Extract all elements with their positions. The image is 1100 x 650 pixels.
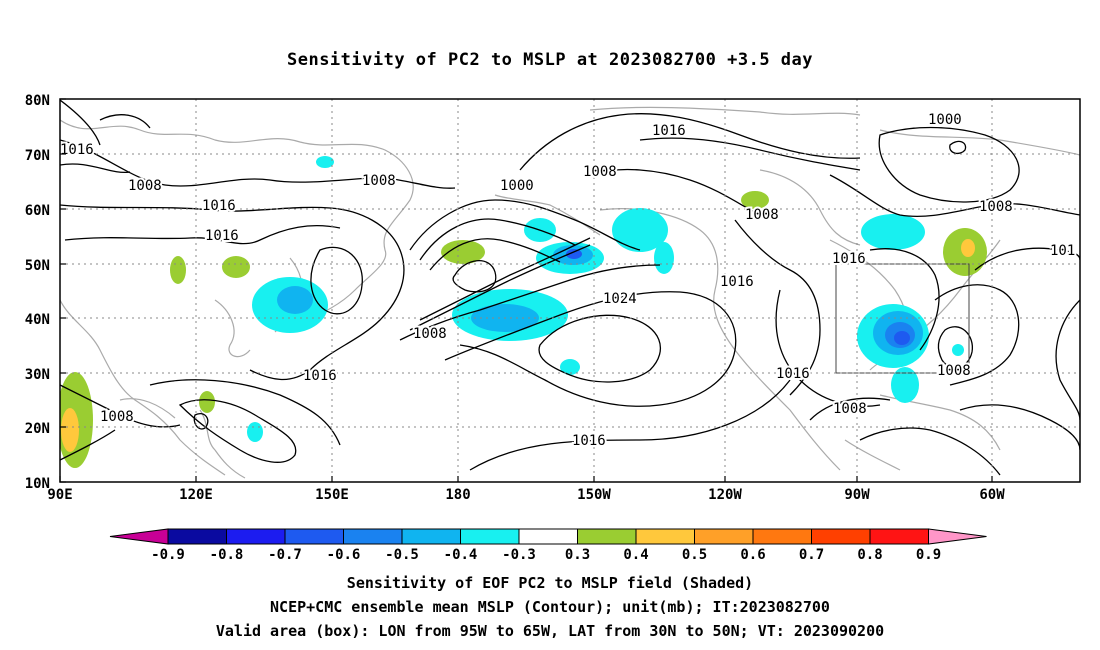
lon-label: 150W — [577, 487, 611, 503]
lon-label: 90E — [47, 487, 72, 503]
contour-label: 1008 — [413, 326, 447, 342]
caption-line-2: NCEP+CMC ensemble mean MSLP (Contour); u… — [270, 598, 830, 616]
contour-label: 1000 — [500, 178, 534, 194]
lat-label: 70N — [25, 148, 50, 164]
colorbar-swatch — [752, 528, 812, 545]
contour-label: 1024 — [603, 291, 637, 307]
contour-label: 1016 — [832, 251, 866, 267]
tick-marks — [59, 98, 993, 483]
contour-label: 101 — [1050, 243, 1075, 259]
contour-label: 1008 — [362, 173, 396, 189]
lon-label: 180 — [445, 487, 470, 503]
colorbar-label: -0.8 — [210, 547, 244, 563]
colorbar-label: 0.3 — [565, 547, 590, 563]
contour-label: 1008 — [128, 178, 162, 194]
lat-label: 40N — [25, 312, 50, 328]
colorbar-swatch — [811, 528, 871, 545]
colorbar-label: -0.9 — [151, 547, 185, 563]
lat-label: 10N — [25, 476, 50, 492]
contour-label: 1016 — [652, 123, 686, 139]
lat-label: 80N — [25, 93, 50, 109]
contour-label: 1016 — [720, 274, 754, 290]
contour-label: 1016 — [303, 368, 337, 384]
shading — [60, 156, 987, 468]
contour-label: 1016 — [205, 228, 239, 244]
caption-line-1: Sensitivity of EOF PC2 to MSLP field (Sh… — [346, 574, 754, 592]
colorbar-swatch — [167, 528, 227, 545]
colorbar-swatch — [284, 528, 344, 545]
colorbar-label: 0.4 — [623, 547, 648, 563]
colorbar-label: 0.9 — [916, 547, 941, 563]
colorbar-label: 0.5 — [682, 547, 707, 563]
lat-label: 30N — [25, 367, 50, 383]
lat-label: 20N — [25, 421, 50, 437]
contour-label: 1016 — [776, 366, 810, 382]
colorbar-label: 0.6 — [740, 547, 765, 563]
figure-title: Sensitivity of PC2 to MSLP at 2023082700… — [286, 50, 813, 70]
colorbar-swatch — [401, 528, 461, 545]
lon-label: 90W — [844, 487, 870, 503]
colorbar-swatch — [518, 528, 578, 545]
gridlines — [60, 99, 1080, 482]
colorbar-label: -0.3 — [502, 547, 536, 563]
colorbar-label: -0.4 — [444, 547, 478, 563]
plot-frame — [59, 98, 1081, 483]
colorbar-label: -0.7 — [268, 547, 302, 563]
contour-label: 1016 — [572, 433, 606, 449]
contour-label: 1008 — [745, 207, 779, 223]
colorbar-label: -0.5 — [385, 547, 419, 563]
caption-line-3: Valid area (box): LON from 95W to 65W, L… — [215, 622, 885, 640]
colorbar-label: 0.8 — [857, 547, 882, 563]
colorbar-swatch — [577, 528, 637, 545]
colorbar-swatch — [226, 528, 286, 545]
colorbar-swatch — [869, 528, 929, 545]
lat-label: 60N — [25, 203, 50, 219]
contour-label: 1016 — [60, 142, 94, 158]
lon-label: 120E — [179, 487, 213, 503]
colorbar-swatch — [694, 528, 754, 545]
contour-label: 1008 — [979, 199, 1013, 215]
colorbar-label: -0.6 — [327, 547, 361, 563]
colorbar-label: 0.7 — [799, 547, 824, 563]
colorbar-end-high — [928, 528, 987, 545]
contour-label: 1008 — [937, 363, 971, 379]
colorbar — [109, 528, 987, 545]
colorbar-swatch — [343, 528, 403, 545]
lon-label: 120W — [708, 487, 742, 503]
contour-label: 1008 — [833, 401, 867, 417]
contour-label: 1000 — [928, 112, 962, 128]
contour-labels: 1016 1008 1016 1016 1000 1008 1016 1000 … — [58, 110, 1077, 451]
contour-label: 1008 — [583, 164, 617, 180]
lon-label: 150E — [315, 487, 349, 503]
colorbar-swatch — [460, 528, 520, 545]
lon-label: 60W — [979, 487, 1005, 503]
coastlines — [60, 106, 1080, 479]
contour-label: 1016 — [202, 198, 236, 214]
lat-label: 50N — [25, 258, 50, 274]
colorbar-end-low — [109, 528, 169, 545]
mslp-contours — [60, 99, 1080, 476]
contour-label: 1008 — [100, 409, 134, 425]
colorbar-swatch — [635, 528, 695, 545]
